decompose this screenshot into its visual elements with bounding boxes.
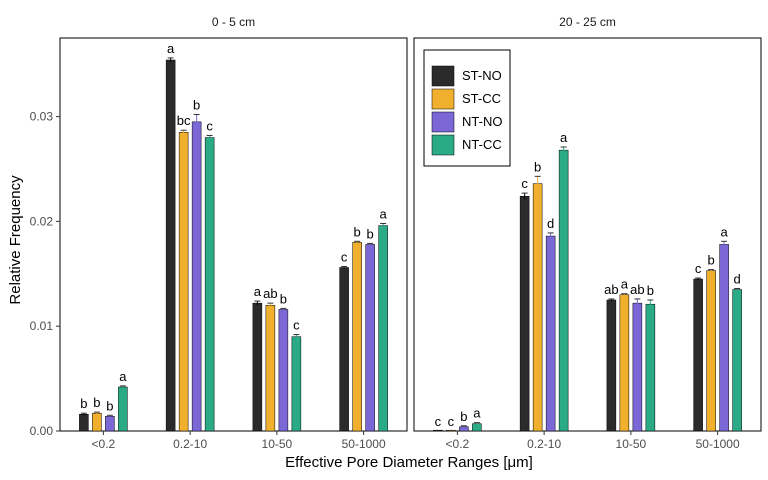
significance-letter: b [280,291,287,306]
bar [558,149,569,432]
bar [706,270,716,432]
significance-letter: bc [177,113,191,128]
bar [433,429,443,432]
significance-letter: b [534,159,541,174]
bar [719,244,729,432]
significance-letter: b [193,98,200,113]
legend-label: ST-CC [462,91,501,106]
legend-item: NT-CC [431,134,502,156]
bar [204,137,215,432]
x-tick-label: 50-1000 [696,437,740,451]
legend-item: NT-NO [431,111,502,133]
significance-letter: ab [630,282,644,297]
bar [339,267,349,432]
significance-letter: b [354,224,361,239]
significance-letter: d [734,271,741,286]
significance-letter: c [448,414,455,429]
bar [732,289,742,432]
legend-item: ST-CC [431,88,501,110]
significance-letter: c [695,261,702,276]
bar [291,336,302,432]
bar [632,302,643,432]
significance-letter: a [621,277,629,292]
significance-letter: c [206,118,213,133]
y-tick-label: 0.03 [30,110,54,124]
bar [645,303,656,432]
legend: ST-NO ST-CC NT-NO NT-CC [423,49,511,167]
bar [191,121,202,432]
bar [532,183,543,432]
significance-letter: a [119,369,127,384]
significance-letter: b [106,398,113,413]
significance-letter: b [93,395,100,410]
bar [519,195,530,432]
bar [79,413,89,432]
x-tick-label: <0.2 [92,437,116,451]
y-tick-label: 0.01 [30,319,54,333]
bar [619,294,630,432]
legend-item: ST-NO [431,65,502,87]
bar [118,386,128,432]
significance-letter: a [167,41,175,56]
x-tick-label: 50-1000 [342,437,386,451]
x-tick-label: 0.2-10 [173,437,207,451]
bar [446,429,456,432]
panel-title: 20 - 25 cm [559,15,616,29]
bar [165,59,176,432]
panel-strip-titles: 0 - 5 cm 20 - 25 cm [212,15,616,29]
significance-letter: ab [263,286,277,301]
significance-letter: a [721,224,729,239]
bar [606,299,617,432]
significance-letter: b [367,226,374,241]
bar [693,278,703,432]
y-axis: 0.00 0.01 0.02 0.03 [30,110,60,438]
panel-title: 0 - 5 cm [212,15,255,29]
significance-letter: ab [604,282,618,297]
bar [178,132,189,432]
x-tick-label: 0.2-10 [527,437,561,451]
significance-letter: a [473,406,481,421]
bar [472,423,482,432]
y-axis-title: Relative Frequency [7,175,24,305]
bar [352,242,362,432]
y-tick-label: 0.02 [30,214,54,228]
significance-letter: c [293,318,300,333]
significance-letter: c [521,176,528,191]
x-axis-title: Effective Pore Diameter Ranges [μm] [285,454,533,471]
legend-swatch [431,111,455,133]
bar [278,309,289,432]
significance-letter: b [647,283,654,298]
bar [105,416,115,432]
legend-label: ST-NO [462,68,502,83]
significance-letter: b [460,409,467,424]
significance-letter: b [80,396,87,411]
significance-letter: d [547,216,554,231]
significance-letter: c [341,249,348,264]
significance-letter: a [254,284,262,299]
significance-letter: c [435,414,442,429]
legend-label: NT-CC [462,137,502,152]
panel-frame [59,37,408,432]
legend-label: NT-NO [462,114,502,129]
bar [545,235,556,432]
bar [265,304,276,432]
significance-letter: a [560,130,568,145]
x-tick-label: <0.2 [446,437,470,451]
bar [365,244,375,432]
legend-swatch [431,88,455,110]
bar [252,302,263,432]
significance-letter: b [708,253,715,268]
bar [92,412,102,432]
y-tick-label: 0.00 [30,424,54,438]
x-tick-label: 10-50 [262,437,293,451]
significance-letter: a [380,206,388,221]
legend-swatch [431,134,455,156]
legend-swatch [431,65,455,87]
x-tick-label: 10-50 [616,437,647,451]
bar [378,225,388,432]
